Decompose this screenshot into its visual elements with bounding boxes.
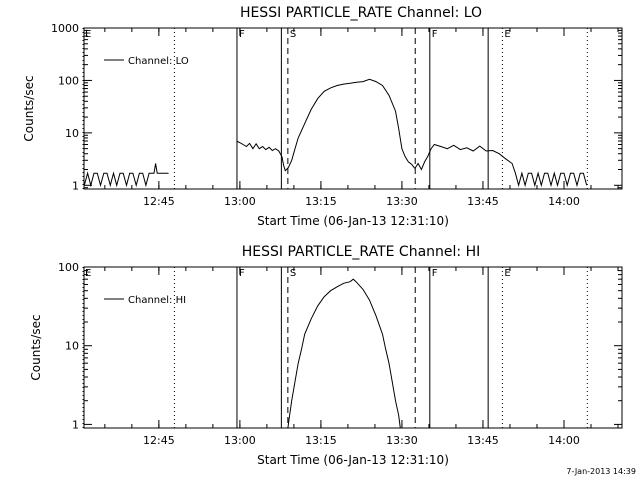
event-marker-label-1-6: F [432, 268, 438, 279]
x-tick-label-1-4: 13:45 [467, 434, 499, 447]
y-axis-label-1: Counts/sec [29, 314, 43, 380]
x-tick-label-0-2: 13:15 [305, 195, 337, 208]
x-tick-label-0-1: 13:00 [224, 195, 256, 208]
event-marker-label-0-0: E [85, 29, 91, 40]
y-axis-label-0: Counts/sec [22, 75, 36, 141]
legend-label-0: Channel: LO [128, 56, 189, 67]
event-marker-label-0-6: F [432, 29, 438, 40]
chart-panel-lo: HESSI PARTICLE_RATE Channel: LO E F S F E 12:4… [22, 5, 623, 228]
x-tick-label-1-3: 13:30 [386, 434, 418, 447]
x-axis-label-1: Start Time (06-Jan-13 12:31:10) [257, 453, 449, 467]
y-tick-label-1-0: 1 [72, 418, 79, 431]
event-marker-label-1-2: F [239, 268, 245, 279]
x-axis-label-0: Start Time (06-Jan-13 12:31:10) [257, 214, 449, 228]
legend-label-1: Channel: HI [128, 295, 186, 306]
event-marker-label-1-0: E [85, 268, 91, 279]
y-tick-label-0-3: 1000 [51, 22, 79, 35]
series-line-1-0-0 [287, 278, 401, 429]
event-marker-label-0-4: S [290, 29, 296, 40]
chart-title-1: HESSI PARTICLE_RATE Channel: HI [242, 244, 480, 260]
chart-title-0: HESSI PARTICLE_RATE Channel: LO [240, 5, 482, 21]
plot-frame-0 [83, 27, 623, 190]
x-tick-label-1-2: 13:15 [305, 434, 337, 447]
x-tick-label-1-0: 12:45 [143, 434, 175, 447]
event-marker-label-1-8: E [504, 268, 510, 279]
x-tick-label-0-4: 13:45 [467, 195, 499, 208]
chart-panel-hi: HESSI PARTICLE_RATE Channel: HI E F S F E 12:4… [29, 244, 623, 467]
y-tick-label-0-2: 100 [58, 74, 79, 87]
timestamp: 7-Jan-2013 14:39 [566, 467, 636, 476]
y-tick-label-0-1: 10 [65, 127, 79, 140]
x-tick-label-1-5: 14:00 [548, 434, 580, 447]
x-tick-label-1-1: 13:00 [224, 434, 256, 447]
series-line-0-0-1 [236, 78, 588, 188]
event-marker-label-0-8: E [504, 29, 510, 40]
event-marker-label-0-2: F [239, 29, 245, 40]
y-tick-label-1-2: 100 [58, 261, 79, 274]
event-marker-label-1-4: S [290, 268, 296, 279]
plot-frame-1 [83, 266, 623, 429]
series-line-0-0-0 [83, 163, 169, 188]
x-tick-label-0-0: 12:45 [143, 195, 175, 208]
x-tick-label-0-3: 13:30 [386, 195, 418, 208]
y-tick-label-0-0: 1 [72, 179, 79, 192]
x-tick-label-0-5: 14:00 [548, 195, 580, 208]
y-tick-label-1-1: 10 [65, 340, 79, 353]
